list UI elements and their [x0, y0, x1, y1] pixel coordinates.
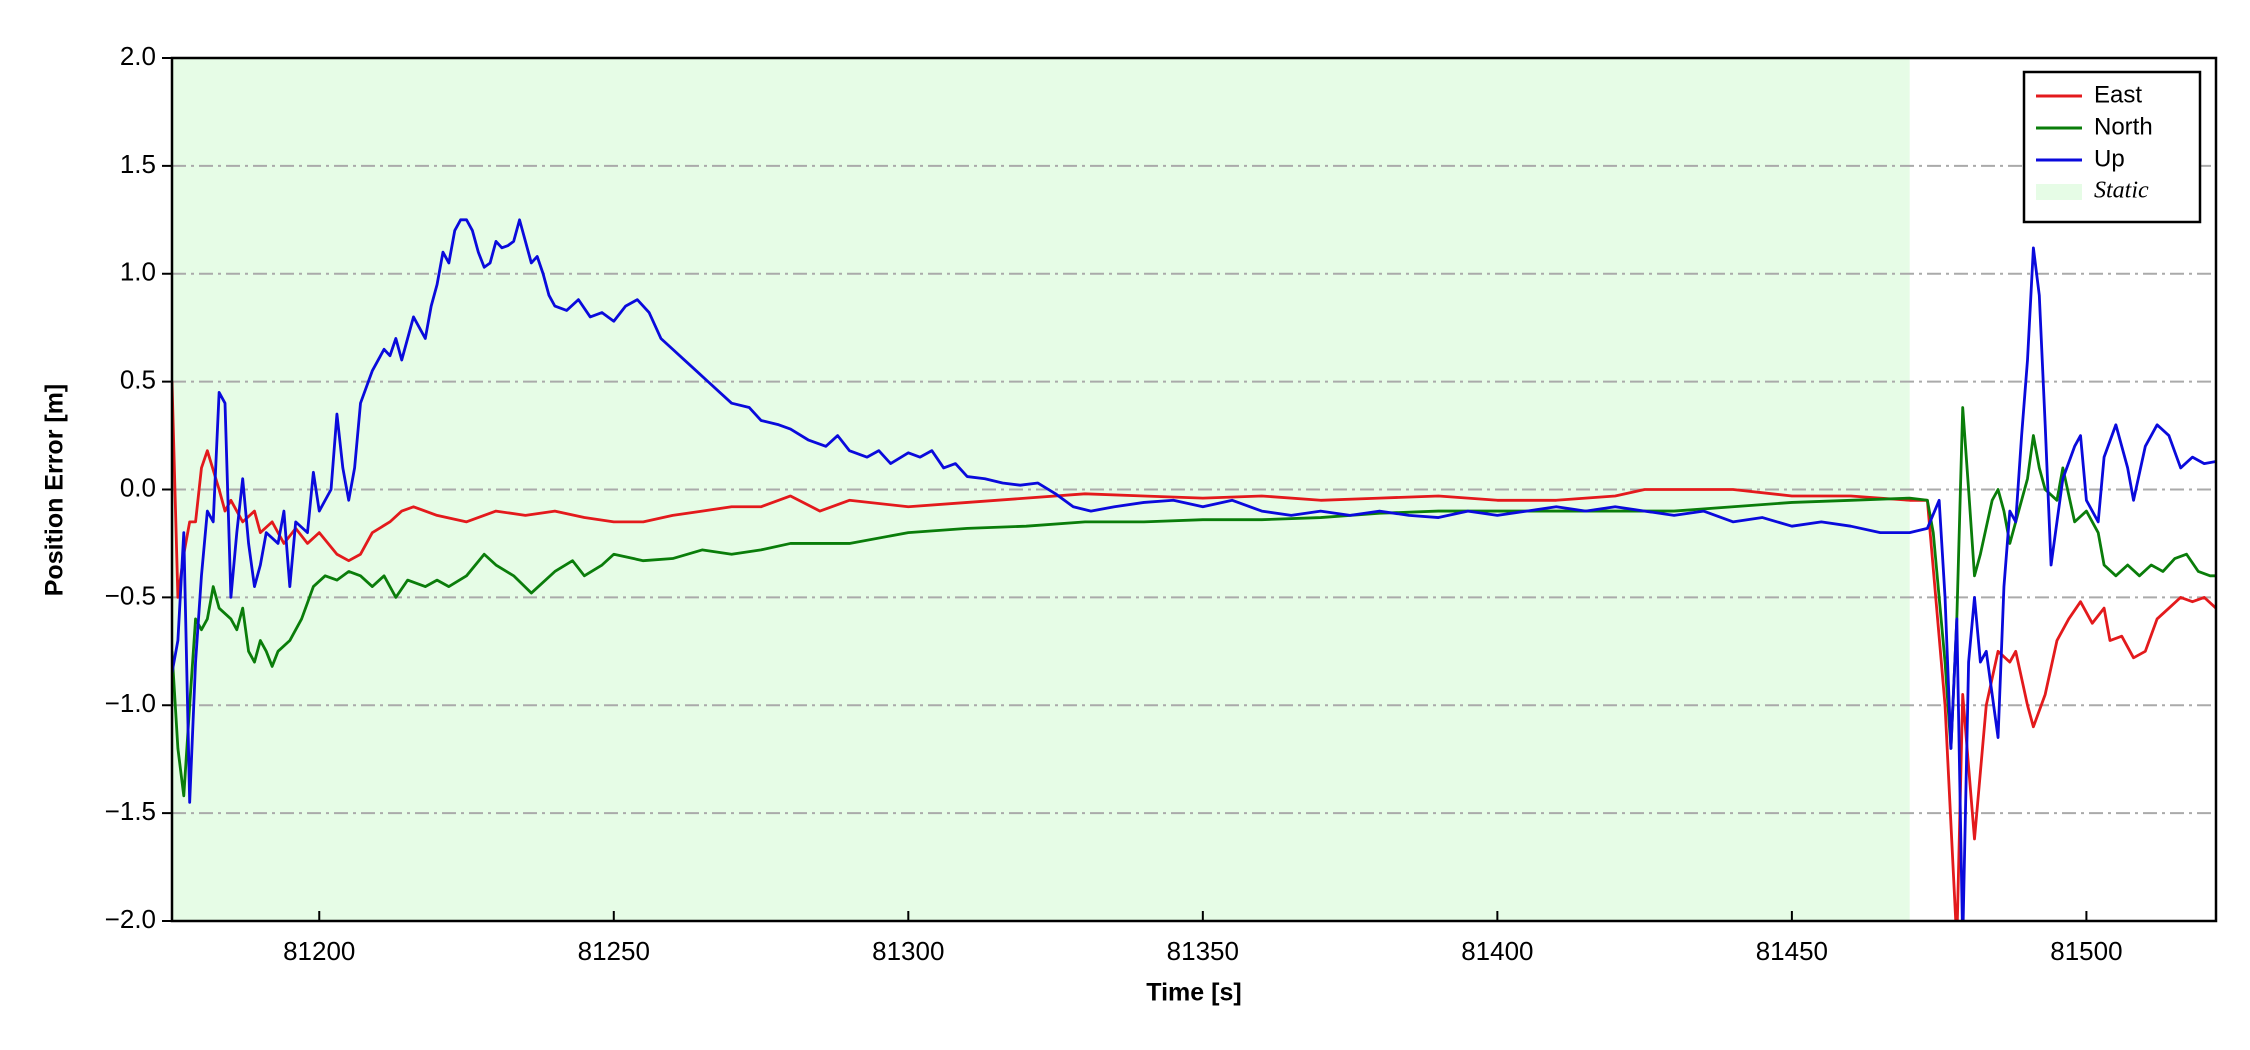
y-tick-label: 2.0 — [120, 41, 156, 71]
legend-label: East — [2094, 81, 2142, 108]
legend-swatch — [2036, 184, 2082, 200]
y-tick-label: 0.5 — [120, 365, 156, 395]
y-tick-label: 1.0 — [120, 257, 156, 287]
axes: −2.0 −1.5 −1.0 −0.5 0.0 0.5 1.0 1.5 2.0 81200 8125… — [105, 41, 2123, 966]
x-tick-label: 81350 — [1167, 936, 1239, 966]
y-tick-label: −2.0 — [105, 904, 156, 934]
x-axis-label: Time [s] — [1146, 979, 1241, 1007]
series-line — [172, 218, 2216, 921]
x-tick-label: 81200 — [283, 936, 355, 966]
y-tick-label: 0.0 — [120, 472, 156, 502]
legend-label: Static — [2094, 178, 2149, 204]
x-tick-label: 81300 — [872, 936, 944, 966]
y-tick-label: −1.0 — [105, 688, 156, 718]
y-tick-label: −1.5 — [105, 796, 156, 826]
x-tick-label: 81250 — [578, 936, 650, 966]
legend-label: North — [2094, 113, 2153, 140]
x-tick-label: 81400 — [1461, 936, 1533, 966]
lines — [172, 218, 2216, 921]
x-tick-label: 81500 — [2050, 936, 2122, 966]
legend: East North Up Static — [2022, 70, 2202, 224]
y-axis-label: Position Error [m] — [41, 384, 69, 597]
legend-label: Up — [2094, 145, 2125, 172]
y-tick-label: −0.5 — [105, 580, 156, 610]
y-tick-label: 1.5 — [120, 149, 156, 179]
x-tick-label: 81450 — [1756, 936, 1828, 966]
series-line — [172, 406, 2216, 798]
